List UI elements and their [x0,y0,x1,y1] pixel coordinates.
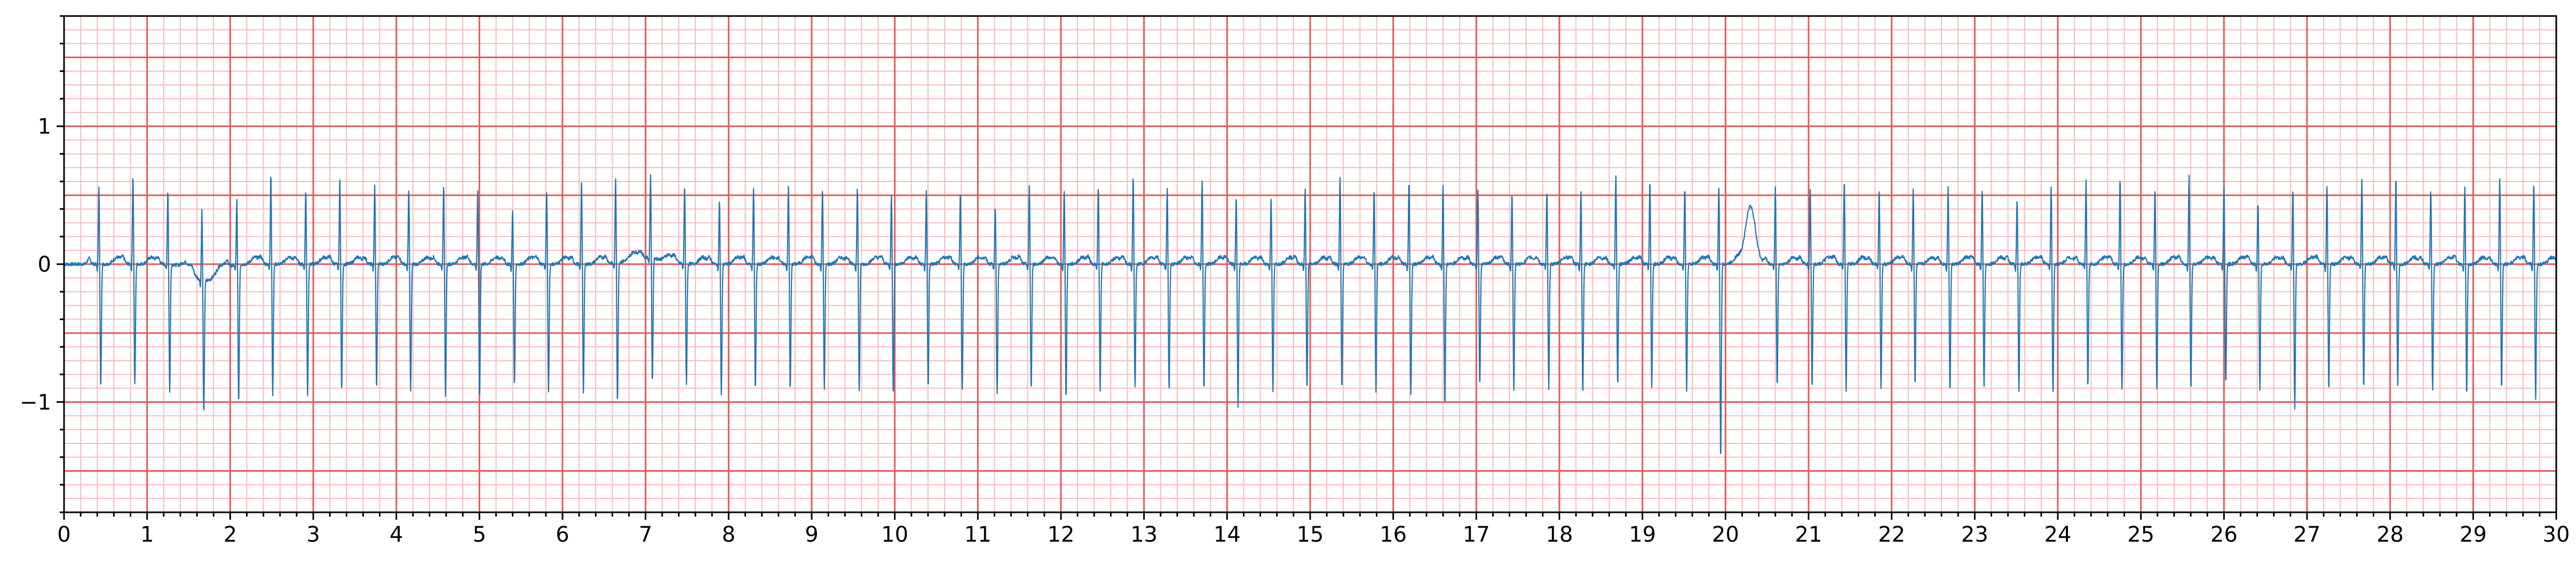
x-tick-label: 3 [306,522,320,547]
ecg-trace-layer [64,174,2557,454]
x-tick-label: 23 [1961,522,1988,547]
x-tick-label: 10 [881,522,908,547]
ecg-series-line [64,174,2557,454]
x-tick-label: 12 [1048,522,1075,547]
x-tick-label: 8 [722,522,735,547]
x-tick-label: 14 [1214,522,1241,547]
major-grid [63,16,2557,512]
x-tick-label: 21 [1795,522,1822,547]
x-tick-label: 24 [2044,522,2072,547]
x-tick-label: 4 [390,522,403,547]
x-tick-label: 29 [2460,522,2487,547]
x-axis-ticks: 0 1 2 3 4 5 6 7 8 9 10 11 12 13 14 15 16 17 18 19 20 21 22 23 24… [57,512,2570,547]
x-tick-label: 20 [1712,522,1739,547]
x-tick-label: 25 [2127,522,2154,547]
x-tick-label: 17 [1463,522,1490,547]
x-tick-label: 16 [1380,522,1407,547]
x-tick-label: 15 [1297,522,1324,547]
x-tick-label: 6 [556,522,569,547]
x-tick-label: 13 [1130,522,1158,547]
y-tick-label: 1 [38,115,51,139]
x-tick-label: 22 [1878,522,1905,547]
x-tick-label: 28 [2376,522,2404,547]
x-tick-label: 1 [140,522,154,547]
x-tick-label: 30 [2543,522,2570,547]
x-tick-label: 9 [805,522,818,547]
x-tick-label: 26 [2210,522,2238,547]
y-tick-label: 0 [38,252,51,277]
x-tick-label: 7 [639,522,652,547]
y-tick-label: −1 [20,390,51,415]
x-tick-label: 18 [1546,522,1573,547]
x-tick-label: 2 [224,522,237,547]
x-tick-label: 0 [57,522,70,547]
x-tick-label: 11 [964,522,992,547]
x-tick-label: 5 [473,522,486,547]
y-axis-ticks: −1 0 1 [20,15,64,513]
x-tick-label: 19 [1629,522,1656,547]
x-tick-label: 27 [2294,522,2321,547]
